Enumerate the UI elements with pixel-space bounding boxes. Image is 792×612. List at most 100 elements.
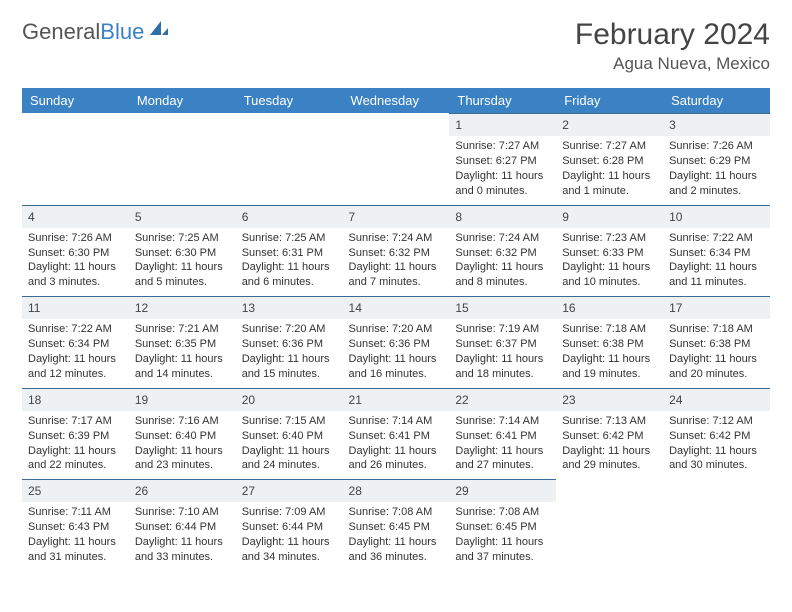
sunset-text: Sunset: 6:38 PM bbox=[562, 337, 657, 352]
daylight-text: Daylight: 11 hours and 31 minutes. bbox=[28, 535, 123, 565]
daylight-text: Daylight: 11 hours and 1 minute. bbox=[562, 169, 657, 199]
daylight-text: Daylight: 11 hours and 37 minutes. bbox=[455, 535, 550, 565]
day-number: 21 bbox=[343, 388, 450, 411]
daylight-text: Daylight: 11 hours and 23 minutes. bbox=[135, 444, 230, 474]
sunset-text: Sunset: 6:41 PM bbox=[349, 429, 444, 444]
day-number: 18 bbox=[22, 388, 129, 411]
sunrise-text: Sunrise: 7:22 AM bbox=[669, 231, 764, 246]
day-number: 13 bbox=[236, 296, 343, 319]
daylight-text: Daylight: 11 hours and 26 minutes. bbox=[349, 444, 444, 474]
day-number: 29 bbox=[449, 479, 556, 502]
calendar-day-cell: 4Sunrise: 7:26 AMSunset: 6:30 PMDaylight… bbox=[22, 205, 129, 297]
day-number: 10 bbox=[663, 205, 770, 228]
daylight-text: Daylight: 11 hours and 7 minutes. bbox=[349, 260, 444, 290]
calendar-day-cell: 23Sunrise: 7:13 AMSunset: 6:42 PMDayligh… bbox=[556, 388, 663, 480]
sunrise-text: Sunrise: 7:09 AM bbox=[242, 505, 337, 520]
sunrise-text: Sunrise: 7:14 AM bbox=[455, 414, 550, 429]
sunrise-text: Sunrise: 7:21 AM bbox=[135, 322, 230, 337]
calendar-day-cell: 12Sunrise: 7:21 AMSunset: 6:35 PMDayligh… bbox=[129, 296, 236, 388]
sunrise-text: Sunrise: 7:18 AM bbox=[669, 322, 764, 337]
sunrise-text: Sunrise: 7:11 AM bbox=[28, 505, 123, 520]
sunrise-text: Sunrise: 7:22 AM bbox=[28, 322, 123, 337]
calendar-body: ....1Sunrise: 7:27 AMSunset: 6:27 PMDayl… bbox=[22, 113, 770, 571]
day-number: 25 bbox=[22, 479, 129, 502]
logo-text: GeneralBlue bbox=[22, 19, 144, 45]
daylight-text: Daylight: 11 hours and 18 minutes. bbox=[455, 352, 550, 382]
day-number: 9 bbox=[556, 205, 663, 228]
day-details: Sunrise: 7:23 AMSunset: 6:33 PMDaylight:… bbox=[556, 228, 663, 296]
calendar-day-cell: 15Sunrise: 7:19 AMSunset: 6:37 PMDayligh… bbox=[449, 296, 556, 388]
sunrise-text: Sunrise: 7:20 AM bbox=[349, 322, 444, 337]
weekday-header: Saturday bbox=[663, 88, 770, 113]
sunrise-text: Sunrise: 7:19 AM bbox=[455, 322, 550, 337]
daylight-text: Daylight: 11 hours and 14 minutes. bbox=[135, 352, 230, 382]
sunrise-text: Sunrise: 7:14 AM bbox=[349, 414, 444, 429]
sunset-text: Sunset: 6:44 PM bbox=[242, 520, 337, 535]
day-details: Sunrise: 7:18 AMSunset: 6:38 PMDaylight:… bbox=[663, 319, 770, 387]
sunrise-text: Sunrise: 7:18 AM bbox=[562, 322, 657, 337]
weekday-header: Friday bbox=[556, 88, 663, 113]
day-number: 4 bbox=[22, 205, 129, 228]
calendar-day-cell: 6Sunrise: 7:25 AMSunset: 6:31 PMDaylight… bbox=[236, 205, 343, 297]
day-details: Sunrise: 7:27 AMSunset: 6:27 PMDaylight:… bbox=[449, 136, 556, 204]
daylight-text: Daylight: 11 hours and 2 minutes. bbox=[669, 169, 764, 199]
sunset-text: Sunset: 6:38 PM bbox=[669, 337, 764, 352]
weekday-header: Tuesday bbox=[236, 88, 343, 113]
day-number: 27 bbox=[236, 479, 343, 502]
day-details: Sunrise: 7:26 AMSunset: 6:29 PMDaylight:… bbox=[663, 136, 770, 204]
day-details: Sunrise: 7:14 AMSunset: 6:41 PMDaylight:… bbox=[343, 411, 450, 479]
calendar-day-cell: 9Sunrise: 7:23 AMSunset: 6:33 PMDaylight… bbox=[556, 205, 663, 297]
calendar-day-cell: 8Sunrise: 7:24 AMSunset: 6:32 PMDaylight… bbox=[449, 205, 556, 297]
day-details: Sunrise: 7:26 AMSunset: 6:30 PMDaylight:… bbox=[22, 228, 129, 296]
day-details: Sunrise: 7:25 AMSunset: 6:30 PMDaylight:… bbox=[129, 228, 236, 296]
day-details: Sunrise: 7:20 AMSunset: 6:36 PMDaylight:… bbox=[343, 319, 450, 387]
month-title: February 2024 bbox=[575, 18, 770, 52]
daylight-text: Daylight: 11 hours and 29 minutes. bbox=[562, 444, 657, 474]
sunset-text: Sunset: 6:37 PM bbox=[455, 337, 550, 352]
weekday-header: Wednesday bbox=[343, 88, 450, 113]
sunset-text: Sunset: 6:33 PM bbox=[562, 246, 657, 261]
day-details: Sunrise: 7:18 AMSunset: 6:38 PMDaylight:… bbox=[556, 319, 663, 387]
sunset-text: Sunset: 6:40 PM bbox=[135, 429, 230, 444]
sunrise-text: Sunrise: 7:27 AM bbox=[562, 139, 657, 154]
sunset-text: Sunset: 6:44 PM bbox=[135, 520, 230, 535]
day-number: 22 bbox=[449, 388, 556, 411]
sunset-text: Sunset: 6:36 PM bbox=[349, 337, 444, 352]
day-details: Sunrise: 7:08 AMSunset: 6:45 PMDaylight:… bbox=[343, 502, 450, 570]
sunrise-text: Sunrise: 7:25 AM bbox=[242, 231, 337, 246]
daylight-text: Daylight: 11 hours and 24 minutes. bbox=[242, 444, 337, 474]
day-number: 11 bbox=[22, 296, 129, 319]
calendar-day-cell: . bbox=[129, 113, 236, 205]
weekday-header: Thursday bbox=[449, 88, 556, 113]
sunset-text: Sunset: 6:32 PM bbox=[349, 246, 444, 261]
day-details: Sunrise: 7:10 AMSunset: 6:44 PMDaylight:… bbox=[129, 502, 236, 570]
sunset-text: Sunset: 6:45 PM bbox=[455, 520, 550, 535]
location: Agua Nueva, Mexico bbox=[575, 54, 770, 74]
daylight-text: Daylight: 11 hours and 27 minutes. bbox=[455, 444, 550, 474]
sunset-text: Sunset: 6:41 PM bbox=[455, 429, 550, 444]
calendar-day-cell: . bbox=[22, 113, 129, 205]
day-number: 26 bbox=[129, 479, 236, 502]
day-details: Sunrise: 7:13 AMSunset: 6:42 PMDaylight:… bbox=[556, 411, 663, 479]
daylight-text: Daylight: 11 hours and 34 minutes. bbox=[242, 535, 337, 565]
calendar-day-cell: 22 Sunrise: 7:14 AMSunset: 6:41 PMDayligh… bbox=[449, 388, 556, 480]
sunrise-text: Sunrise: 7:16 AM bbox=[135, 414, 230, 429]
page-header: GeneralBlue February 2024 Agua Nueva, Me… bbox=[22, 18, 770, 74]
calendar-day-cell: 29Sunrise: 7:08 AMSunset: 6:45 PMDayligh… bbox=[449, 479, 556, 571]
daylight-text: Daylight: 11 hours and 22 minutes. bbox=[28, 444, 123, 474]
daylight-text: Daylight: 11 hours and 10 minutes. bbox=[562, 260, 657, 290]
calendar-day-cell: 2Sunrise: 7:27 AMSunset: 6:28 PMDaylight… bbox=[556, 113, 663, 205]
sunrise-text: Sunrise: 7:08 AM bbox=[349, 505, 444, 520]
sunrise-text: Sunrise: 7:26 AM bbox=[669, 139, 764, 154]
day-details: Sunrise: 7:22 AMSunset: 6:34 PMDaylight:… bbox=[663, 228, 770, 296]
daylight-text: Daylight: 11 hours and 20 minutes. bbox=[669, 352, 764, 382]
day-details: Sunrise: 7:11 AMSunset: 6:43 PMDaylight:… bbox=[22, 502, 129, 570]
day-number: 3 bbox=[663, 113, 770, 136]
calendar-day-cell: . bbox=[663, 479, 770, 571]
day-number: 28 bbox=[343, 479, 450, 502]
sunset-text: Sunset: 6:32 PM bbox=[455, 246, 550, 261]
day-number: 19 bbox=[129, 388, 236, 411]
day-number: 16 bbox=[556, 296, 663, 319]
calendar-day-cell: 27 Sunrise: 7:09 AMSunset: 6:44 PMDayligh… bbox=[236, 479, 343, 571]
day-number: 17 bbox=[663, 296, 770, 319]
